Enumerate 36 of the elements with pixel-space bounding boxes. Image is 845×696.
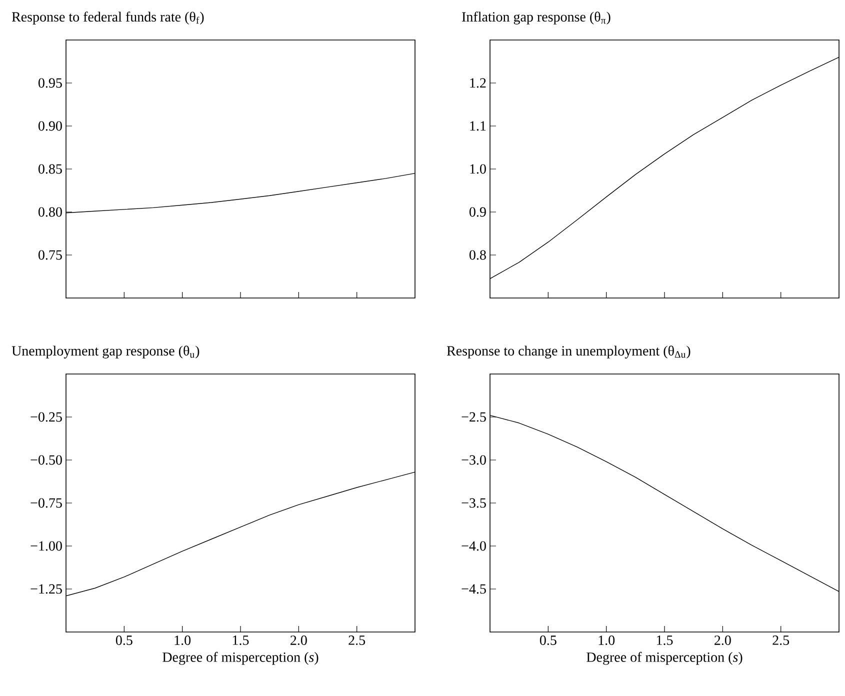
y-tick-label: 0.75: [38, 250, 62, 260]
x-axis-title: Degree of misperception (s): [162, 652, 318, 665]
y-tick-label: −4.0: [462, 541, 486, 551]
y-tick-label: 1.2: [470, 78, 486, 88]
chart-title: Response to change in unemployment (θ$_{Δu}$): [446, 346, 690, 358]
x-tick-label: 1.5: [232, 636, 249, 645]
y-tick-label: −2.5: [462, 412, 486, 422]
y-tick-label: 0.8: [470, 250, 486, 260]
y-tick-label: −0.50: [30, 455, 62, 465]
x-tick-label: 2.5: [348, 636, 366, 646]
y-tick-label: −1.00: [30, 541, 62, 551]
y-tick-label: 0.95: [38, 78, 62, 88]
y-tick-label: 0.90: [38, 121, 62, 131]
x-tick-label: 1.5: [656, 636, 673, 645]
chart-title: Inflation gap response (θ$_{π}$): [462, 12, 610, 24]
x-axis-title: Degree of misperception (s): [586, 652, 742, 665]
y-tick-label: 0.85: [38, 164, 62, 174]
x-tick-label: 0.5: [540, 636, 556, 646]
y-tick-label: −3.0: [462, 455, 486, 465]
y-tick-label: −1.25: [30, 584, 62, 594]
x-tick-label: 2.0: [290, 636, 307, 646]
x-tick-label: 0.5: [116, 636, 132, 646]
x-tick-label: 1.0: [598, 636, 615, 646]
chart-title: Unemployment gap response (θ$_{u}$): [12, 346, 200, 358]
y-tick-label: −0.25: [30, 412, 62, 422]
y-tick-label: 1.0: [470, 164, 486, 174]
y-tick-label: −0.75: [30, 498, 62, 508]
y-tick-label: 0.80: [38, 207, 62, 217]
x-tick-label: 2.0: [714, 636, 731, 646]
x-tick-label: 1.0: [174, 636, 191, 646]
y-tick-label: −4.5: [462, 584, 486, 594]
y-tick-label: 1.1: [470, 121, 486, 131]
x-tick-label: 2.5: [772, 636, 790, 646]
y-tick-label: 0.9: [470, 207, 486, 217]
y-tick-label: −3.5: [462, 498, 486, 508]
chart-title: Response to federal funds rate (θ$_{f}$): [12, 12, 204, 24]
